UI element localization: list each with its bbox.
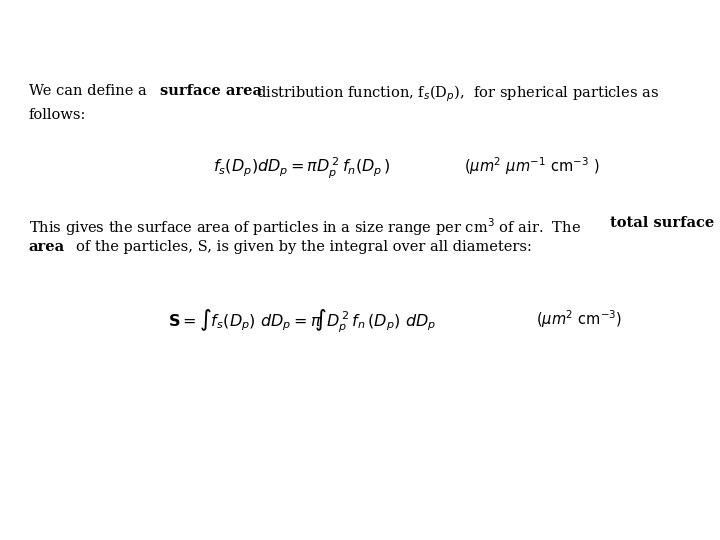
Text: This gives the surface area of particles in a size range per cm$^3$ of air.  The: This gives the surface area of particles… [29,216,582,238]
Text: area: area [29,240,65,254]
Text: We can define a: We can define a [29,84,151,98]
Text: $(\mu m^2\ \mu m^{-1}\ \mathrm{cm}^{-3}\ )$: $(\mu m^2\ \mu m^{-1}\ \mathrm{cm}^{-3}\… [464,156,600,177]
Text: distribution function, f$_s$(D$_p$),  for spherical particles as: distribution function, f$_s$(D$_p$), for… [256,84,660,104]
Text: $f_s(D_p)dD_p = \pi D_p^{\,2}\, f_n(D_p\,)$: $f_s(D_p)dD_p = \pi D_p^{\,2}\, f_n(D_p\… [213,156,392,180]
Text: total surface: total surface [610,216,714,230]
Text: surface area: surface area [160,84,262,98]
Text: $\mathbf{S} = \int f_s(D_p)\ dD_p = \pi\!\!\int D_p^{\,2}\, f_n\,(D_p)\ dD_p$: $\mathbf{S} = \int f_s(D_p)\ dD_p = \pi\… [168,308,436,335]
Text: $(\mu m^2\ \mathrm{cm}^{-3})$: $(\mu m^2\ \mathrm{cm}^{-3})$ [536,308,623,329]
Text: follows:: follows: [29,108,86,122]
Text: of the particles, S, is given by the integral over all diameters:: of the particles, S, is given by the int… [76,240,531,254]
